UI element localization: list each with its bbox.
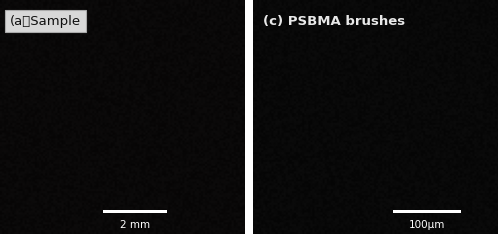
Text: (c) PSBMA brushes: (c) PSBMA brushes [263, 15, 405, 28]
Text: 100μm: 100μm [409, 220, 445, 230]
Bar [392, 210, 461, 213]
Text: 2 mm: 2 mm [120, 220, 150, 230]
Bar [103, 210, 167, 213]
Text: (a）Sample: (a）Sample [10, 15, 81, 28]
